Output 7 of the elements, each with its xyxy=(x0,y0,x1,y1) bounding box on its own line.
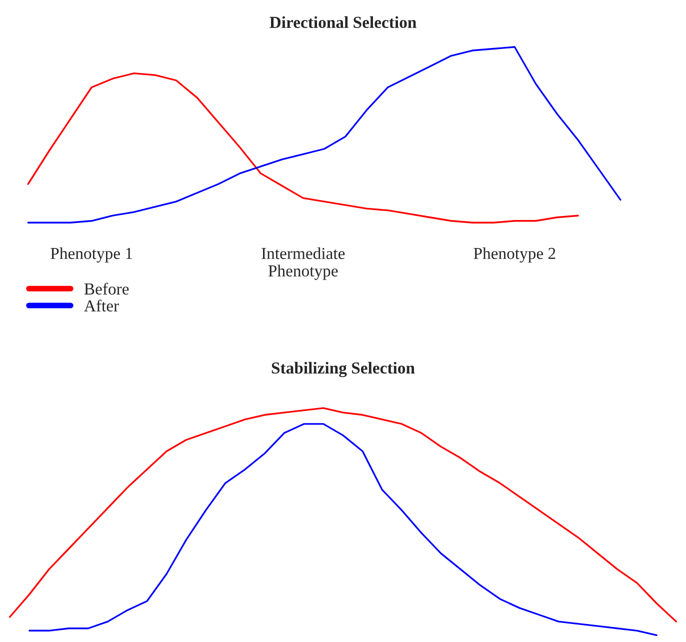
x-tick-label: Phenotype 2 xyxy=(474,247,556,263)
chart-title: Stabilizing Selection xyxy=(272,362,415,378)
x-tick-label: Phenotype 1 xyxy=(50,247,132,263)
chart-title: Directional Selection xyxy=(270,16,416,28)
x-tick-label: Intermediate Phenotype xyxy=(262,247,345,280)
legend-label: Before xyxy=(84,282,129,295)
legend-label: After xyxy=(84,300,119,312)
